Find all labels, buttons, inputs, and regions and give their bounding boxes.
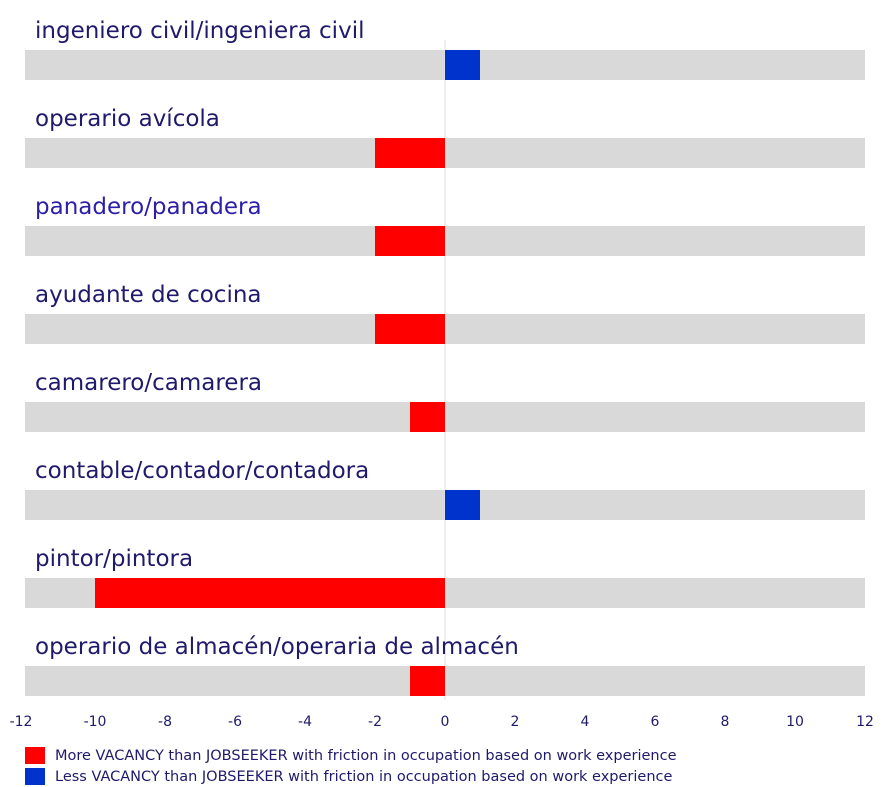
category-labels: ingeniero civil/ingeniera civil operario … [35, 18, 519, 660]
x-tick-label: -6 [228, 714, 242, 730]
legend-swatch-red [25, 747, 45, 764]
x-tick-label: -4 [298, 714, 312, 730]
legend-item-less-vacancy: Less VACANCY than JOBSEEKER with frictio… [25, 766, 677, 787]
legend-label: More VACANCY than JOBSEEKER with frictio… [55, 747, 677, 764]
bar [445, 490, 480, 520]
x-tick-labels: -12 -10 -8 -6 -4 -2 0 2 4 6 8 10 12 [10, 714, 874, 730]
bar [375, 226, 445, 256]
x-tick-label: 0 [441, 714, 450, 730]
category-label: panadero/panadera [35, 194, 262, 220]
bar [445, 50, 480, 80]
category-label: ayudante de cocina [35, 282, 262, 308]
category-label: operario de almacén/operaria de almacén [35, 634, 519, 660]
category-label: contable/contador/contadora [35, 458, 369, 484]
legend: More VACANCY than JOBSEEKER with frictio… [25, 745, 677, 787]
x-tick-label: -12 [10, 714, 33, 730]
category-label: operario avícola [35, 106, 220, 132]
legend-label: Less VACANCY than JOBSEEKER with frictio… [55, 768, 673, 785]
category-label: ingeniero civil/ingeniera civil [35, 18, 364, 44]
bar [410, 402, 445, 432]
x-tick-label: 10 [786, 714, 804, 730]
bar [375, 138, 445, 168]
x-tick-label: -2 [368, 714, 382, 730]
bar-chart: ingeniero civil/ingeniera civil operario … [10, 18, 874, 730]
x-tick-label: 12 [856, 714, 874, 730]
x-tick-label: 2 [511, 714, 520, 730]
bar [95, 578, 445, 608]
x-tick-label: 6 [651, 714, 660, 730]
bars [95, 50, 480, 696]
legend-swatch-blue [25, 768, 45, 785]
bar [410, 666, 445, 696]
category-label: pintor/pintora [35, 546, 193, 572]
bar [375, 314, 445, 344]
x-tick-label: -8 [158, 714, 172, 730]
x-tick-label: 8 [721, 714, 730, 730]
legend-item-more-vacancy: More VACANCY than JOBSEEKER with frictio… [25, 745, 677, 766]
category-label: camarero/camarera [35, 370, 262, 396]
x-tick-label: -10 [84, 714, 107, 730]
x-tick-label: 4 [581, 714, 590, 730]
